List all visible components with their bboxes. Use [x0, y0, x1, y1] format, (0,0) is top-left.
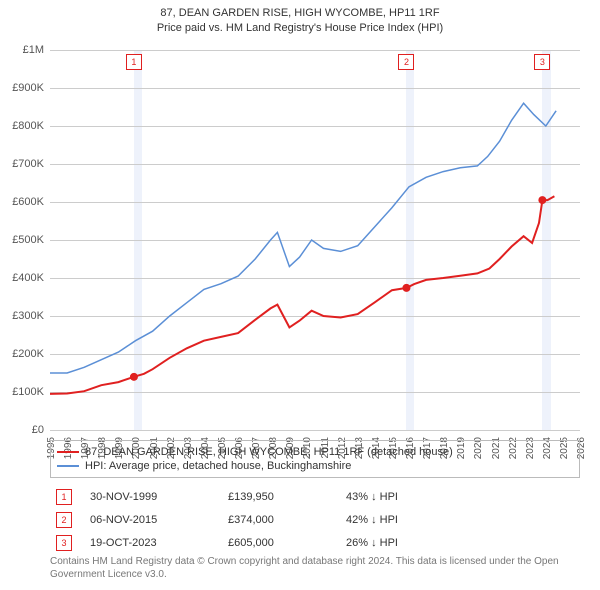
marker-table-row: 2 06-NOV-2015 £374,000 42% ↓ HPI [50, 509, 580, 532]
sale-marker-flag: 2 [398, 54, 414, 70]
marker-hpi: 43% ↓ HPI [346, 491, 398, 503]
y-axis-label: £300K [12, 310, 44, 322]
marker-hpi: 42% ↓ HPI [346, 514, 398, 526]
y-axis-label: £800K [12, 120, 44, 132]
y-axis-label: £1M [23, 44, 44, 56]
y-axis-label: £100K [12, 386, 44, 398]
marker-date: 06-NOV-2015 [90, 514, 210, 526]
legend-item: HPI: Average price, detached house, Buck… [57, 459, 573, 473]
y-axis-label: £400K [12, 272, 44, 284]
marker-table-row: 3 19-OCT-2023 £605,000 26% ↓ HPI [50, 532, 580, 555]
sale-marker-dot [130, 373, 138, 381]
marker-table: 1 30-NOV-1999 £139,950 43% ↓ HPI 2 06-NOV-201… [50, 486, 580, 555]
sale-marker-flag: 1 [126, 54, 142, 70]
title-line-1: 87, DEAN GARDEN RISE, HIGH WYCOMBE, HP11… [0, 6, 600, 21]
marker-date: 30-NOV-1999 [90, 491, 210, 503]
marker-hpi: 26% ↓ HPI [346, 537, 398, 549]
y-gridline [50, 430, 580, 431]
marker-price: £605,000 [228, 537, 328, 549]
series-line [50, 196, 554, 394]
footnote: Contains HM Land Registry data © Crown c… [50, 556, 580, 581]
sale-marker-dot [538, 196, 546, 204]
chart-svg [50, 50, 580, 430]
marker-table-row: 1 30-NOV-1999 £139,950 43% ↓ HPI [50, 486, 580, 509]
title-line-2: Price paid vs. HM Land Registry's House … [0, 21, 600, 36]
marker-number-box: 3 [56, 535, 72, 551]
y-axis-label: £600K [12, 196, 44, 208]
y-axis-label: £500K [12, 234, 44, 246]
legend: 87, DEAN GARDEN RISE, HIGH WYCOMBE, HP11… [50, 440, 580, 478]
marker-price: £374,000 [228, 514, 328, 526]
legend-swatch [57, 451, 79, 453]
chart-container: 87, DEAN GARDEN RISE, HIGH WYCOMBE, HP11… [0, 0, 600, 590]
legend-label: 87, DEAN GARDEN RISE, HIGH WYCOMBE, HP11… [85, 446, 453, 458]
y-axis-label: £700K [12, 158, 44, 170]
y-axis-label: £200K [12, 348, 44, 360]
marker-number-box: 2 [56, 512, 72, 528]
marker-number-box: 1 [56, 489, 72, 505]
title-block: 87, DEAN GARDEN RISE, HIGH WYCOMBE, HP11… [0, 0, 600, 36]
legend-item: 87, DEAN GARDEN RISE, HIGH WYCOMBE, HP11… [57, 445, 573, 459]
y-axis-label: £0 [32, 424, 44, 436]
marker-date: 19-OCT-2023 [90, 537, 210, 549]
y-axis-label: £900K [12, 82, 44, 94]
legend-swatch [57, 465, 79, 467]
legend-label: HPI: Average price, detached house, Buck… [85, 460, 351, 472]
sale-marker-flag: 3 [534, 54, 550, 70]
sale-marker-dot [402, 284, 410, 292]
series-line [50, 103, 556, 373]
chart-area: £0£100K£200K£300K£400K£500K£600K£700K£80… [50, 50, 580, 431]
marker-price: £139,950 [228, 491, 328, 503]
